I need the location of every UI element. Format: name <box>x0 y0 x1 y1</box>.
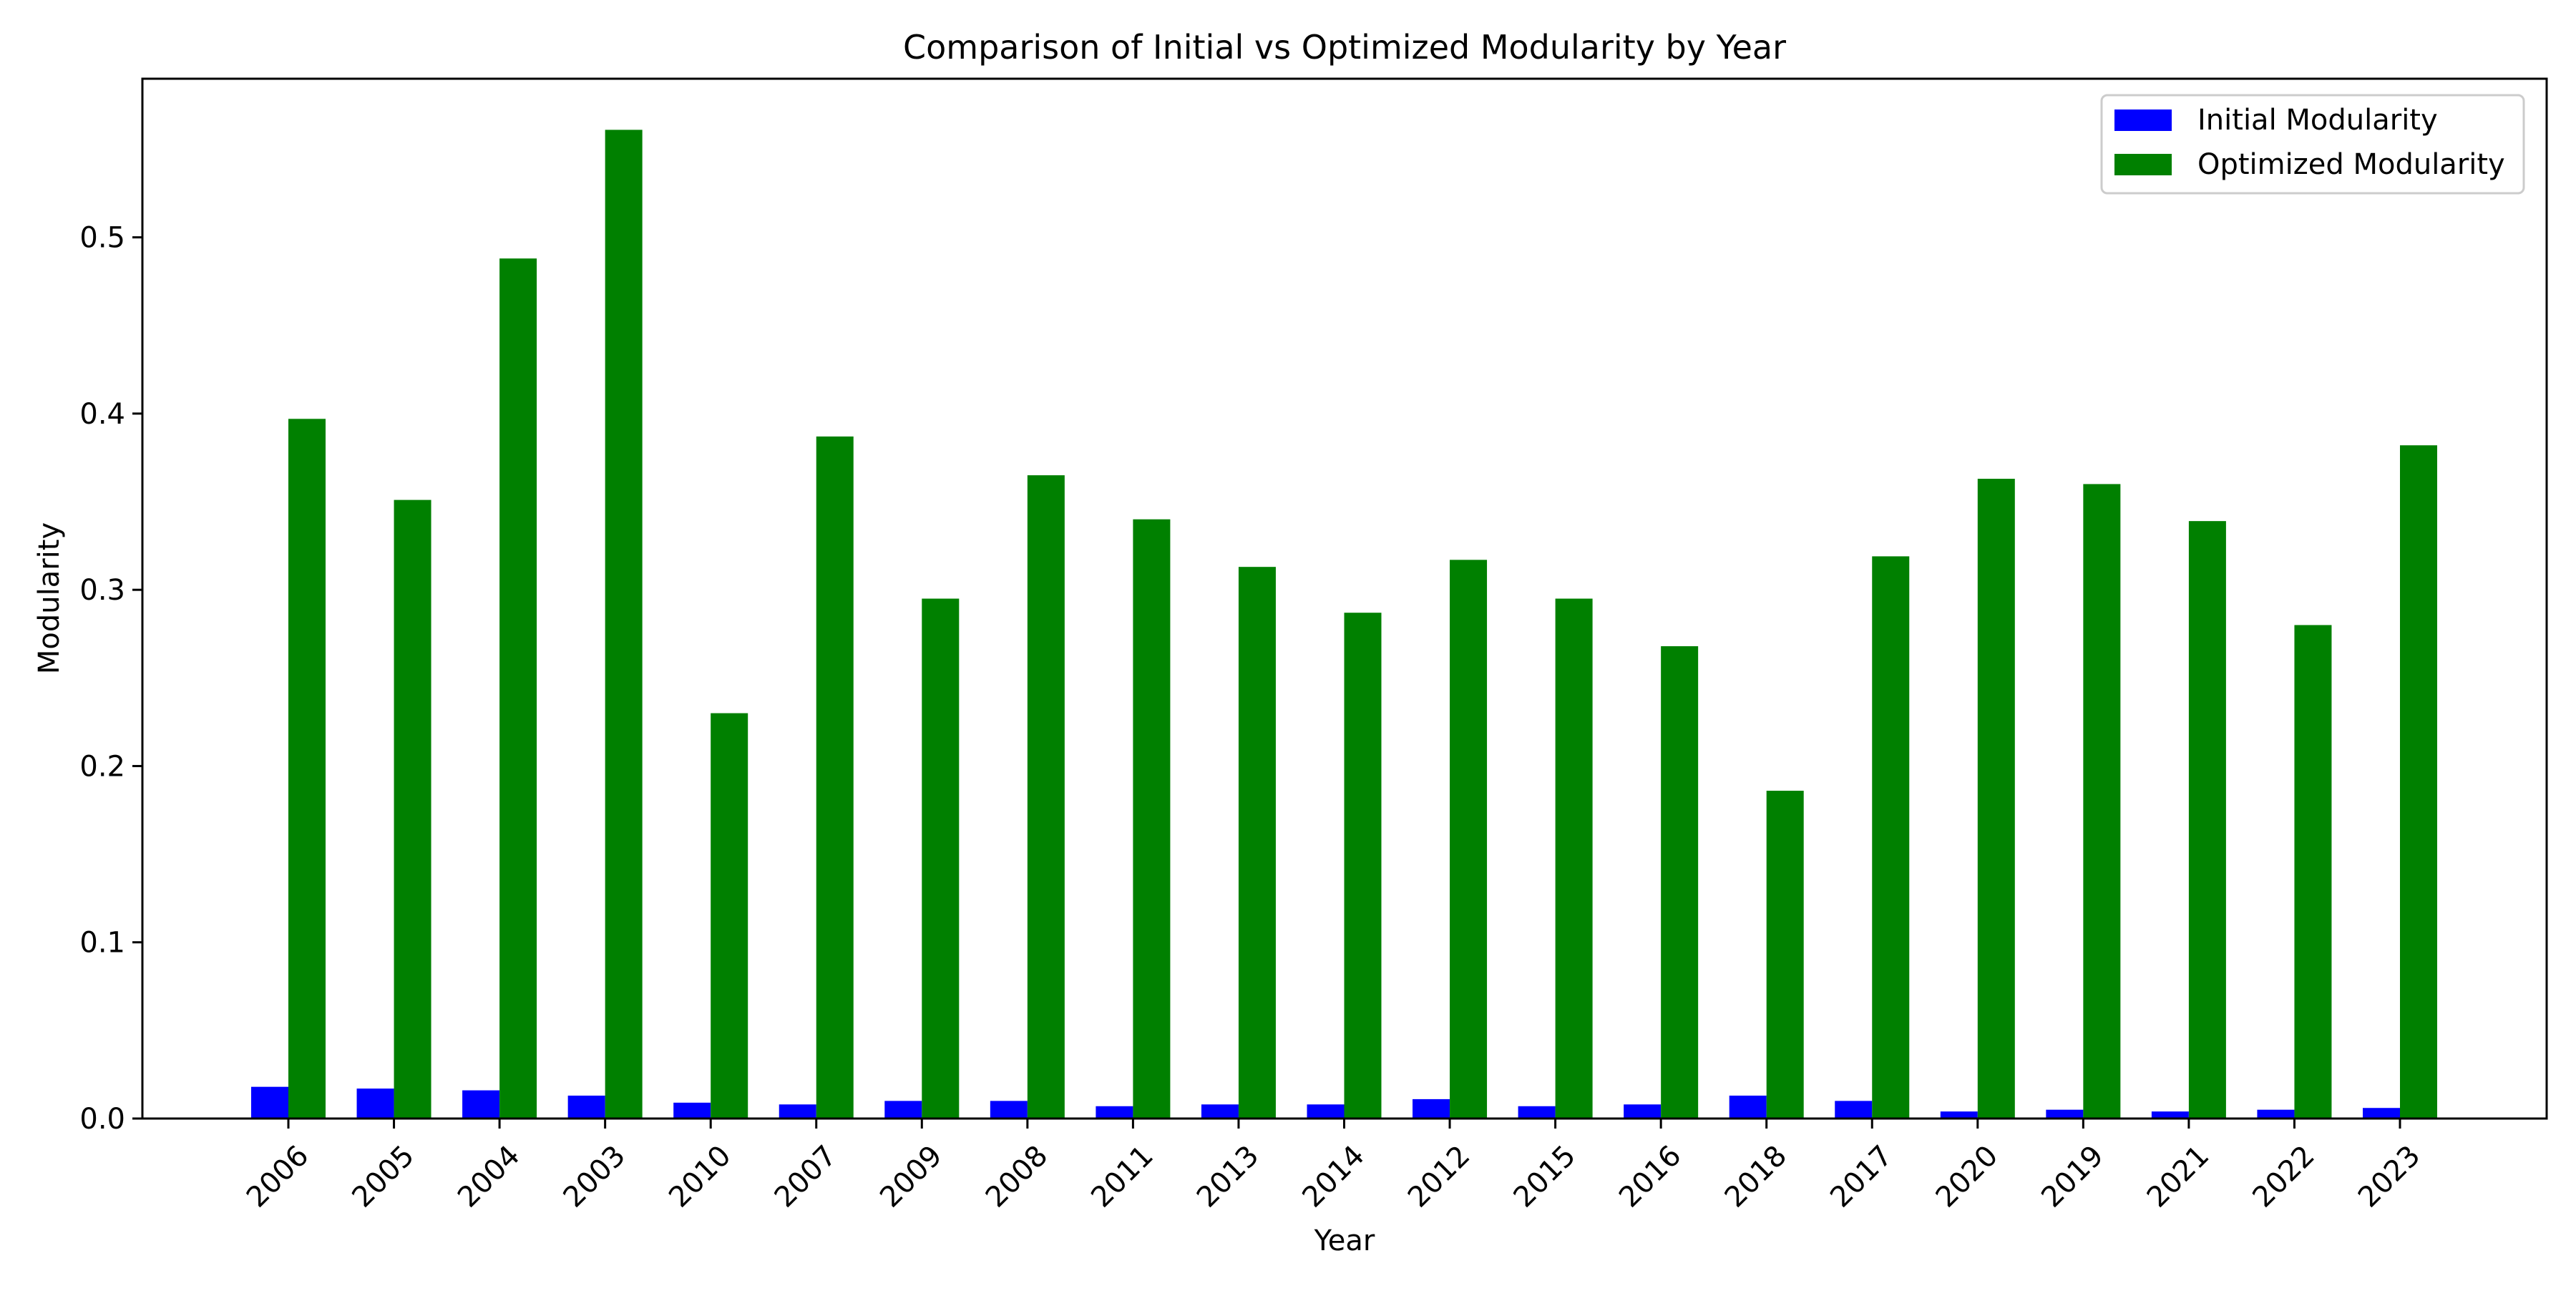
legend-frame <box>2100 94 2525 195</box>
bar-initial-2016 <box>1624 1104 1662 1119</box>
legend-label-initial: Initial Modularity <box>2197 104 2438 137</box>
bar-initial-2017 <box>1835 1101 1873 1119</box>
x-tick-label: 2003 <box>557 1139 633 1214</box>
bar-initial-2021 <box>2151 1111 2189 1119</box>
y-axis: 0.0 0.1 0.2 0.3 0.4 0.5 <box>79 222 142 1136</box>
x-tick-label: 2011 <box>1085 1139 1160 1214</box>
legend-swatch-optimized <box>2114 154 2172 175</box>
bars-layer <box>251 130 2437 1119</box>
x-tick-label: 2023 <box>2352 1139 2427 1214</box>
bar-optimized-2017 <box>1872 556 1910 1119</box>
bar-optimized-2009 <box>922 598 960 1119</box>
y-tick-label: 0.4 <box>79 398 125 431</box>
x-axis: 2006 2005 2004 2003 2010 2007 2009 2008 2011 2013… <box>240 1119 2427 1214</box>
x-tick-label: 2007 <box>769 1139 844 1214</box>
x-tick-label: 2010 <box>663 1139 738 1214</box>
bar-optimized-2007 <box>816 436 854 1119</box>
bar-optimized-2022 <box>2294 625 2332 1119</box>
bar-optimized-2023 <box>2400 445 2437 1119</box>
bar-initial-2013 <box>1201 1104 1239 1119</box>
bar-initial-2012 <box>1413 1098 1450 1119</box>
bar-optimized-2010 <box>711 713 748 1119</box>
bar-initial-2018 <box>1729 1095 1767 1119</box>
x-tick-label: 2022 <box>2246 1139 2321 1214</box>
legend-label-optimized: Optimized Modularity <box>2197 148 2505 181</box>
x-tick-label: 2008 <box>980 1139 1055 1214</box>
y-tick-label: 0.0 <box>79 1103 125 1136</box>
bar-optimized-2012 <box>1450 560 1488 1119</box>
bar-initial-2006 <box>251 1086 288 1119</box>
bar-initial-2009 <box>884 1101 922 1119</box>
x-tick-label: 2009 <box>874 1139 949 1214</box>
bar-initial-2003 <box>567 1095 605 1119</box>
x-tick-label: 2020 <box>1930 1139 2005 1214</box>
bar-optimized-2019 <box>2083 484 2121 1119</box>
bar-optimized-2016 <box>1661 646 1699 1119</box>
x-tick-label: 2006 <box>240 1139 316 1214</box>
bar-optimized-2014 <box>1344 613 1382 1119</box>
bar-initial-2022 <box>2257 1109 2295 1119</box>
x-tick-label: 2016 <box>1613 1139 1688 1214</box>
x-tick-label: 2013 <box>1191 1139 1266 1214</box>
legend: Initial Modularity Optimized Modularity <box>2100 94 2525 195</box>
bar-initial-2014 <box>1307 1104 1345 1119</box>
y-tick-label: 0.1 <box>79 927 125 960</box>
y-tick-label: 0.2 <box>79 750 125 783</box>
legend-swatch-initial <box>2114 109 2172 131</box>
bar-optimized-2005 <box>394 500 431 1119</box>
bar-optimized-2004 <box>499 258 537 1119</box>
bar-optimized-2021 <box>2188 521 2226 1119</box>
x-tick-label: 2019 <box>2035 1139 2110 1214</box>
bar-initial-2004 <box>462 1090 500 1119</box>
bar-initial-2011 <box>1096 1106 1133 1119</box>
x-tick-label: 2014 <box>1296 1139 1371 1214</box>
y-tick-label: 0.5 <box>79 222 125 255</box>
x-tick-label: 2018 <box>1719 1139 1794 1214</box>
bar-optimized-2008 <box>1027 475 1065 1119</box>
bar-optimized-2015 <box>1555 598 1593 1119</box>
y-axis-label: Modularity <box>33 522 66 674</box>
bar-optimized-2003 <box>605 130 643 1119</box>
bar-initial-2015 <box>1518 1106 1556 1119</box>
x-tick-label: 2004 <box>452 1139 527 1214</box>
x-axis-label: Year <box>1314 1224 1375 1257</box>
x-tick-label: 2015 <box>1508 1139 1583 1214</box>
bar-initial-2007 <box>779 1104 816 1119</box>
bar-optimized-2011 <box>1133 519 1171 1119</box>
x-tick-label: 2017 <box>1824 1139 1899 1214</box>
plot-frame <box>141 77 2548 1120</box>
bar-initial-2019 <box>2046 1109 2084 1119</box>
bar-initial-2008 <box>990 1101 1028 1119</box>
bar-initial-2010 <box>673 1102 711 1119</box>
bar-optimized-2020 <box>1977 479 2015 1119</box>
bar-optimized-2013 <box>1238 567 1276 1119</box>
bar-optimized-2006 <box>288 419 326 1119</box>
bar-initial-2020 <box>1940 1111 1978 1119</box>
bar-optimized-2018 <box>1766 790 1804 1119</box>
y-tick-label: 0.3 <box>79 574 125 607</box>
x-tick-label: 2005 <box>346 1139 421 1214</box>
bar-initial-2005 <box>356 1088 394 1119</box>
chart-title: Comparison of Initial vs Optimized Modul… <box>903 28 1786 67</box>
bar-initial-2023 <box>2363 1108 2400 1119</box>
x-tick-label: 2021 <box>2141 1139 2216 1214</box>
x-tick-label: 2012 <box>1402 1139 1477 1214</box>
